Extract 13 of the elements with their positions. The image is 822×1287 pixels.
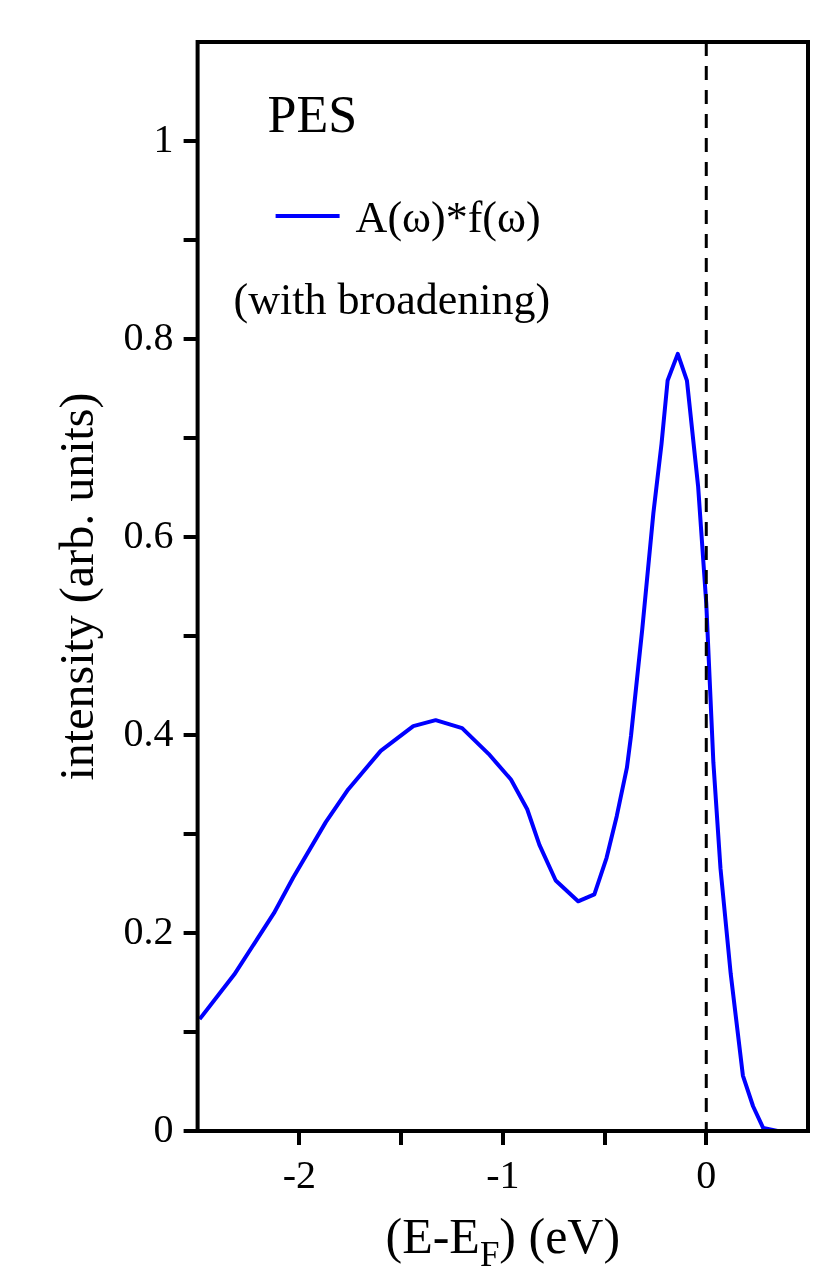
x-tick-label: -1 [486, 1151, 520, 1197]
y-tick-label: 0 [153, 1105, 174, 1151]
y-tick-label: 0.4 [123, 709, 174, 755]
y-axis-title: intensity (arb. units) [50, 392, 105, 781]
x-tick-label: -2 [282, 1151, 316, 1197]
y-tick-label: 0.6 [123, 511, 174, 557]
y-tick-label: 0.8 [123, 313, 174, 359]
y-tick-label: 1 [153, 115, 174, 161]
annotation: (with broadening) [233, 275, 551, 324]
x-tick-label: 0 [696, 1151, 717, 1197]
y-tick-label: 0.2 [123, 907, 174, 953]
legend-title: PES [267, 86, 358, 143]
legend-label: A(ω)*f(ω) [355, 193, 541, 242]
